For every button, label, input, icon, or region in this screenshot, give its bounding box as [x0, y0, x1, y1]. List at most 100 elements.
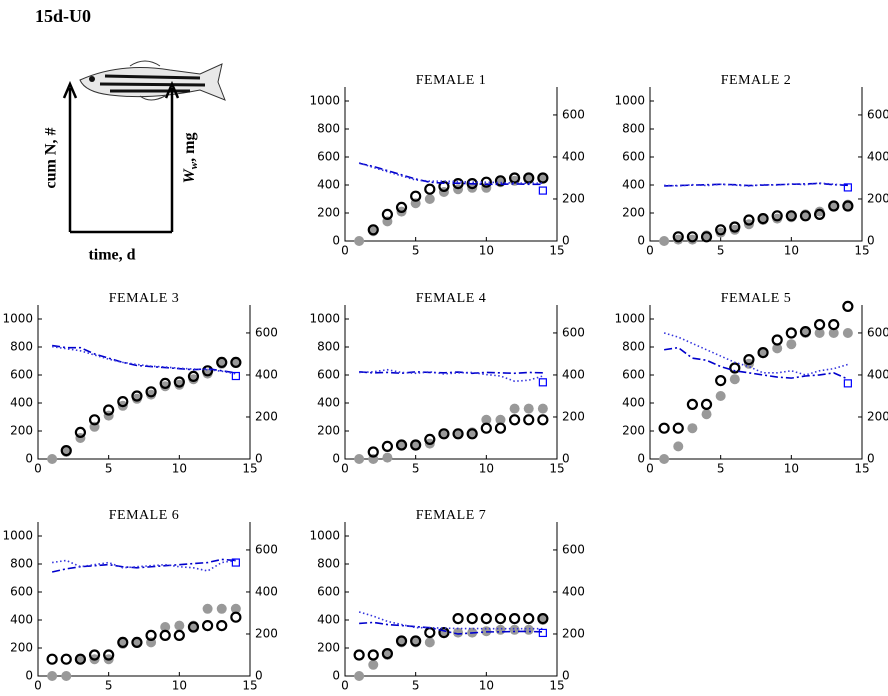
data-point: [381, 647, 393, 660]
panel-title: FEMALE 5: [721, 291, 792, 306]
model-point: [537, 173, 548, 183]
model-point: [47, 671, 58, 681]
model-point: [410, 440, 421, 450]
end-point: [538, 378, 547, 387]
data-point: [424, 183, 436, 195]
model-point: [160, 381, 171, 392]
data-point: [686, 398, 699, 410]
x-tick-label: 15: [242, 462, 257, 476]
data-point: [103, 404, 115, 416]
data-point: [131, 636, 143, 649]
data-point: [743, 214, 755, 226]
model-point: [216, 603, 227, 614]
model-point: [481, 414, 492, 425]
y-tick-label: 400: [622, 396, 645, 410]
panel-title: FEMALE 3: [109, 291, 180, 306]
model-point: [758, 347, 769, 358]
data-point: [523, 414, 535, 426]
data-point: [60, 445, 72, 457]
y-tick-label: 800: [317, 557, 340, 571]
x-tick-label: 5: [412, 244, 420, 258]
model-point: [188, 374, 199, 385]
data-point: [785, 210, 797, 222]
model-point: [354, 236, 365, 246]
data-point: [480, 422, 492, 434]
schematic-axes: [62, 80, 180, 234]
data-point: [452, 428, 464, 440]
model-point: [495, 624, 506, 635]
model-point: [424, 637, 435, 648]
model-point: [424, 194, 435, 204]
panel-title: FEMALE 6: [109, 508, 180, 523]
y-tick-label: 400: [622, 178, 645, 192]
y2-tick-label: 200: [867, 191, 888, 205]
end-point: [538, 186, 547, 195]
y-tick-label: 1000: [309, 312, 340, 326]
data-point: [173, 376, 185, 388]
model-point: [47, 454, 58, 464]
data-point: [395, 635, 408, 647]
model-point: [202, 603, 213, 614]
label-unit: , mg: [181, 133, 198, 162]
x-tick-label: 10: [479, 462, 494, 476]
series-line: [664, 182, 848, 187]
x-tick-label: 0: [341, 679, 349, 693]
data-point: [700, 231, 713, 243]
model-point: [715, 391, 726, 401]
data-point: [395, 439, 408, 451]
y-tick-label: 600: [317, 368, 340, 382]
x-tick-label: 0: [646, 462, 654, 476]
y2-tick-label: 400: [562, 584, 585, 598]
y-tick-label: 600: [622, 368, 645, 382]
model-point: [509, 624, 520, 635]
y-tick-label: 1000: [309, 94, 340, 108]
y2-tick-label: 400: [255, 584, 278, 598]
data-point: [353, 649, 365, 661]
y2-tick-label: 0: [255, 669, 263, 683]
y2-tick-label: 0: [562, 669, 570, 683]
data-point: [117, 396, 129, 408]
panel: FEMALE 70 5 10 1502004006008001000020040060…: [309, 508, 584, 692]
data-point: [466, 178, 478, 190]
y2-tick-label: 400: [562, 367, 585, 381]
data-point: [159, 377, 171, 389]
data-point: [508, 172, 521, 184]
data-point: [842, 300, 854, 312]
x-tick-label: 15: [549, 679, 564, 693]
series-line: [359, 368, 544, 383]
y2-tick-label: 0: [562, 452, 570, 466]
end-point: [231, 558, 240, 567]
y-tick-label: 200: [622, 424, 645, 438]
data-point: [537, 414, 549, 426]
y-tick-label: 800: [10, 340, 33, 354]
y-tick-label: 200: [10, 424, 33, 438]
model-point: [174, 379, 185, 390]
data-point: [757, 213, 769, 225]
data-point: [658, 422, 670, 434]
x-tick-label: 0: [34, 679, 42, 693]
y2-tick-label: 200: [562, 626, 585, 640]
data-point: [230, 611, 242, 623]
y2-tick-label: 0: [867, 234, 875, 248]
model-point: [230, 357, 241, 368]
data-point: [743, 354, 755, 366]
model-point: [701, 409, 712, 420]
data-point: [672, 422, 684, 434]
data-point: [523, 612, 535, 625]
end-point: [538, 628, 547, 638]
data-point: [46, 653, 58, 665]
data-point: [159, 629, 171, 642]
y2-tick-label: 0: [255, 452, 263, 466]
model-point: [828, 201, 839, 211]
data-point: [729, 221, 741, 233]
model-point: [523, 624, 534, 635]
y2-tick-label: 600: [867, 107, 888, 121]
x-tick-label: 5: [412, 462, 420, 476]
data-point: [508, 414, 521, 426]
data-point: [466, 612, 478, 625]
data-point: [672, 231, 684, 243]
data-point: [494, 612, 507, 625]
data-point: [230, 356, 242, 368]
model-point: [438, 428, 449, 439]
series-line: [52, 559, 236, 572]
